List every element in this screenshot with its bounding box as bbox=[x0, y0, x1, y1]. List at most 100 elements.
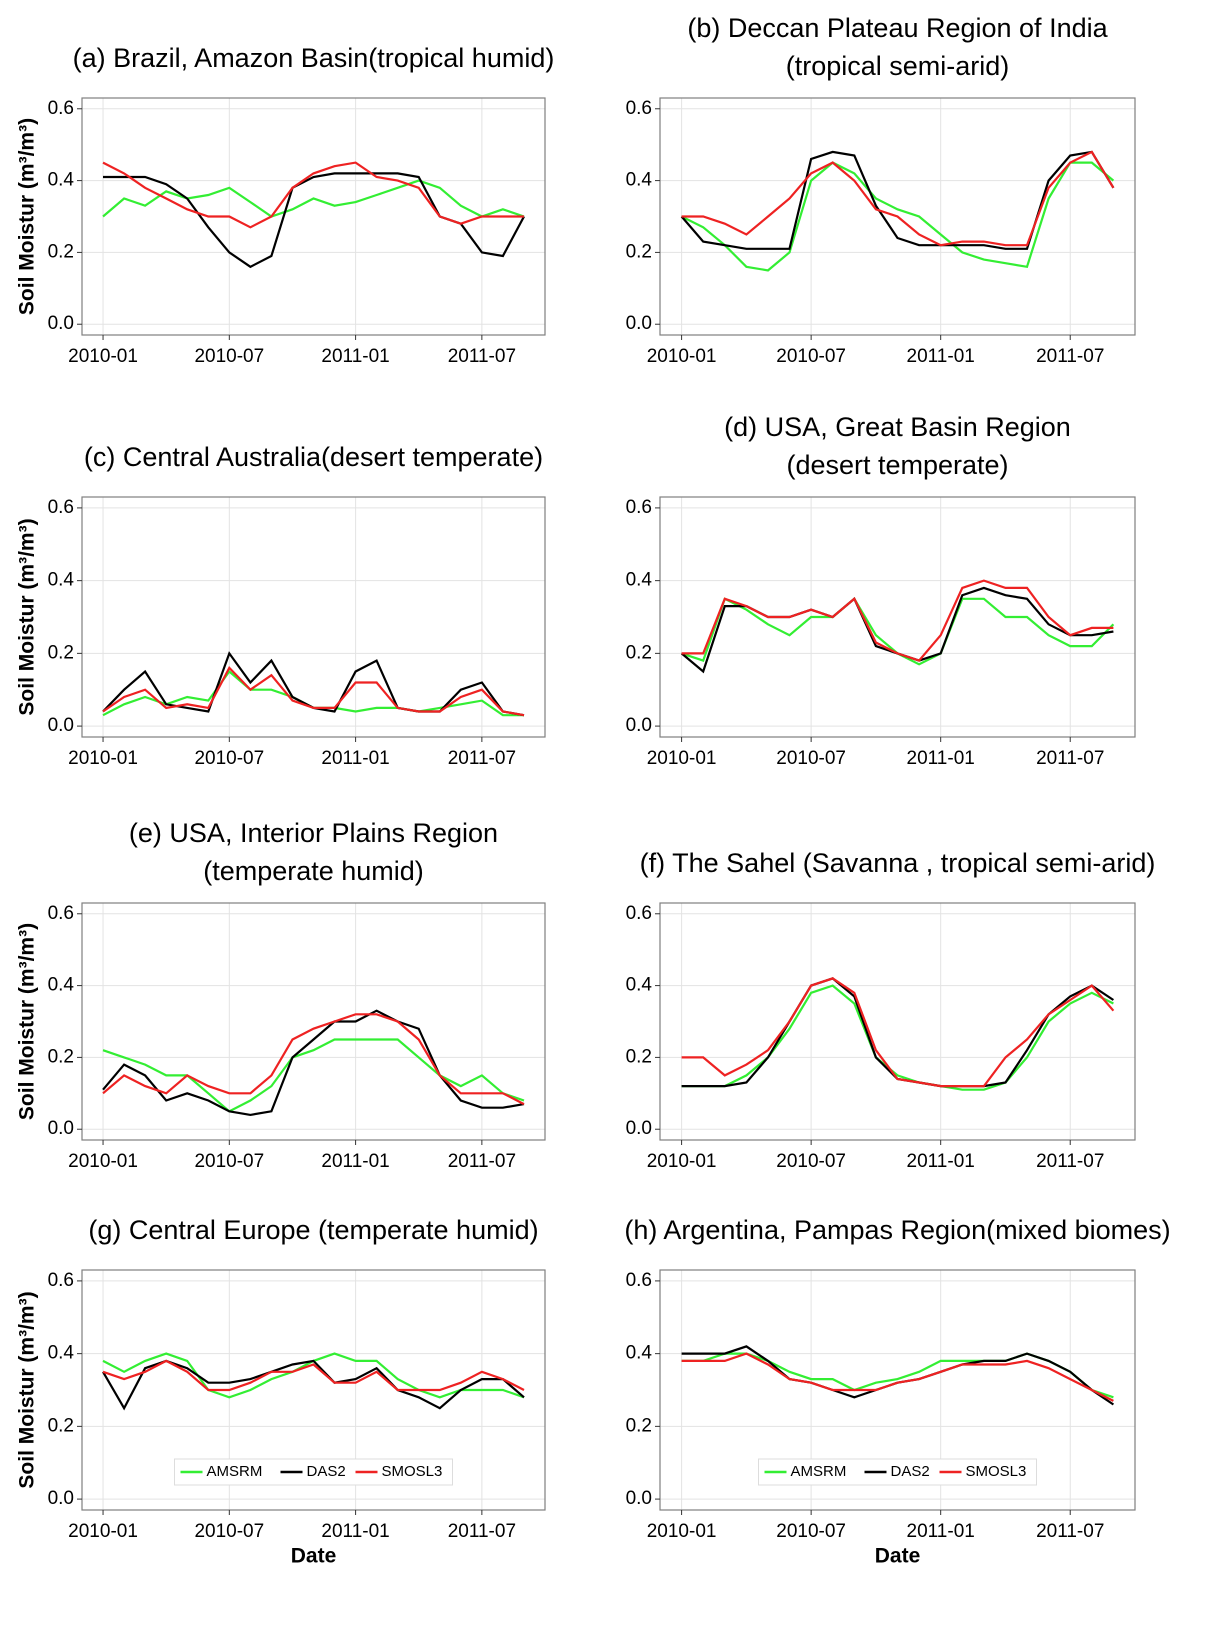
series-line bbox=[102, 1009, 525, 1117]
plot-border bbox=[81, 902, 546, 1141]
plot-background bbox=[660, 903, 1135, 1140]
y-tick-label: 0.4 bbox=[48, 570, 75, 591]
y-tick-label: 0.6 bbox=[48, 903, 74, 924]
legend-label: DAS2 bbox=[891, 1463, 930, 1480]
y-axis-label: Soil Moistur (m³/m³) bbox=[16, 1291, 39, 1488]
legend-label: AMSRM bbox=[791, 1463, 847, 1480]
x-tick-label: 2011-07 bbox=[448, 1521, 516, 1542]
series-line bbox=[680, 150, 1115, 250]
legend-label: SMOSL3 bbox=[966, 1463, 1027, 1480]
y-tick-label: 0.4 bbox=[48, 1343, 75, 1364]
y-tick-label: 0.2 bbox=[48, 642, 74, 663]
y-tick-label: 0.4 bbox=[626, 975, 653, 996]
x-tick-label: 2011-07 bbox=[1036, 1521, 1104, 1542]
panel-title: (h) Argentina, Pampas Region(mixed biome… bbox=[624, 1215, 1170, 1245]
y-tick-label: 0.2 bbox=[48, 1046, 74, 1067]
x-tick-label: 2010-07 bbox=[776, 1151, 846, 1172]
y-tick-label: 0.6 bbox=[48, 497, 74, 518]
x-tick-label: 2011-01 bbox=[321, 346, 389, 367]
x-tick-label: 2010-07 bbox=[194, 748, 264, 769]
legend-label: SMOSL3 bbox=[382, 1463, 443, 1480]
x-tick-label: 2010-07 bbox=[776, 346, 846, 367]
y-tick-label: 0.6 bbox=[48, 98, 74, 119]
x-tick-label: 2011-07 bbox=[1036, 1151, 1104, 1172]
legend-box bbox=[174, 1458, 453, 1486]
x-axis-label: Date bbox=[875, 1545, 921, 1568]
x-tick-label: 2010-01 bbox=[647, 1151, 717, 1172]
y-tick-label: 0.6 bbox=[626, 903, 652, 924]
plot-background bbox=[660, 497, 1135, 737]
x-tick-label: 2010-01 bbox=[68, 346, 138, 367]
series-line bbox=[102, 161, 524, 229]
y-tick-label: 0.0 bbox=[626, 313, 652, 334]
panel-title: (g) Central Europe (temperate humid) bbox=[88, 1215, 538, 1245]
legend-box bbox=[758, 1458, 1037, 1486]
series-line bbox=[681, 150, 1115, 247]
plot-background bbox=[82, 903, 545, 1140]
series-line bbox=[102, 1359, 525, 1392]
series-line bbox=[102, 666, 525, 717]
y-tick-label: 0.6 bbox=[626, 98, 652, 119]
plot-border bbox=[659, 902, 1136, 1141]
x-axis-label: Date bbox=[291, 1545, 337, 1568]
y-tick-label: 0.2 bbox=[626, 1046, 652, 1067]
panel-title: (e) USA, Interior Plains Region bbox=[129, 818, 498, 848]
x-tick-label: 2010-01 bbox=[68, 1521, 138, 1542]
y-tick-label: 0.4 bbox=[626, 1343, 653, 1364]
x-tick-label: 2011-01 bbox=[907, 748, 975, 769]
series-line bbox=[681, 977, 1115, 1088]
x-tick-label: 2010-01 bbox=[647, 1521, 717, 1542]
series-line bbox=[102, 1013, 525, 1106]
series-line bbox=[681, 579, 1114, 662]
plot-background bbox=[82, 497, 545, 737]
x-tick-label: 2011-01 bbox=[907, 1151, 975, 1172]
x-tick-label: 2010-07 bbox=[776, 1521, 846, 1542]
y-tick-label: 0.0 bbox=[48, 715, 74, 736]
y-axis-label: Soil Moistur (m³/m³) bbox=[16, 518, 39, 715]
x-tick-label: 2010-07 bbox=[194, 1151, 264, 1172]
x-tick-label: 2011-01 bbox=[321, 748, 389, 769]
y-tick-label: 0.0 bbox=[626, 715, 652, 736]
series-line bbox=[102, 179, 525, 218]
y-tick-label: 0.6 bbox=[626, 497, 652, 518]
plot-border bbox=[659, 1269, 1136, 1511]
y-tick-label: 0.4 bbox=[48, 170, 75, 191]
plot-background bbox=[82, 98, 545, 335]
x-tick-label: 2010-01 bbox=[647, 748, 717, 769]
x-tick-label: 2010-01 bbox=[68, 748, 138, 769]
y-tick-label: 0.0 bbox=[626, 1118, 652, 1139]
y-tick-label: 0.6 bbox=[48, 1270, 74, 1291]
y-tick-label: 0.0 bbox=[48, 1118, 74, 1139]
panel-title: (c) Central Australia(desert temperate) bbox=[84, 442, 543, 472]
y-axis-label: Soil Moistur (m³/m³) bbox=[16, 118, 39, 315]
x-tick-label: 2010-07 bbox=[776, 748, 846, 769]
x-tick-label: 2010-07 bbox=[194, 1521, 264, 1542]
plot-border bbox=[81, 496, 546, 738]
legend-label: DAS2 bbox=[307, 1463, 346, 1480]
x-tick-label: 2010-01 bbox=[647, 346, 717, 367]
x-tick-label: 2011-01 bbox=[321, 1151, 389, 1172]
y-tick-label: 0.4 bbox=[626, 170, 653, 191]
y-tick-label: 0.2 bbox=[48, 1415, 74, 1436]
y-tick-label: 0.2 bbox=[48, 241, 74, 262]
x-tick-label: 2010-07 bbox=[194, 346, 264, 367]
series-line bbox=[681, 984, 1114, 1091]
y-axis-label: Soil Moistur (m³/m³) bbox=[16, 923, 39, 1120]
legend-label: AMSRM bbox=[207, 1463, 263, 1480]
x-tick-label: 2011-07 bbox=[1036, 346, 1104, 367]
series-line bbox=[102, 1038, 525, 1113]
y-tick-label: 0.0 bbox=[48, 1488, 74, 1509]
panel-title: (f) The Sahel (Savanna , tropical semi-a… bbox=[640, 848, 1156, 878]
y-tick-label: 0.0 bbox=[48, 313, 74, 334]
plot-border bbox=[81, 1269, 546, 1511]
panel-title: (b) Deccan Plateau Region of India bbox=[687, 13, 1108, 43]
y-tick-label: 0.0 bbox=[626, 1488, 652, 1509]
plot-border bbox=[659, 97, 1136, 336]
x-tick-label: 2011-01 bbox=[321, 1521, 389, 1542]
plot-border bbox=[659, 496, 1136, 738]
x-tick-label: 2011-07 bbox=[448, 346, 516, 367]
series-line bbox=[681, 161, 1115, 272]
panel-title: (desert temperate) bbox=[786, 450, 1008, 480]
